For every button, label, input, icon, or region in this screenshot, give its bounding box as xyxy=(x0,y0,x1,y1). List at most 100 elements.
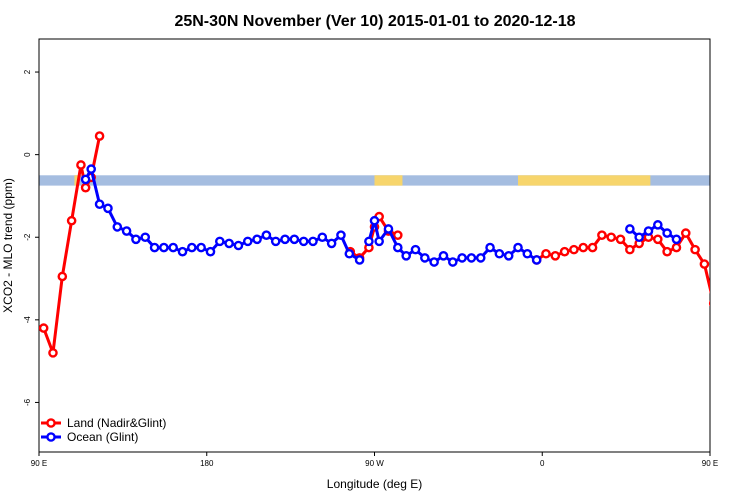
data-point xyxy=(270,236,281,247)
data-point xyxy=(738,273,745,280)
y-tick-label: 2 xyxy=(23,69,32,74)
data-point xyxy=(634,232,644,243)
data-point xyxy=(653,220,663,230)
data-point xyxy=(94,131,105,141)
data-point xyxy=(289,234,300,245)
data-point xyxy=(308,236,318,247)
data-point xyxy=(708,300,710,307)
data-point xyxy=(94,199,105,209)
data-point xyxy=(615,234,626,245)
data-point xyxy=(159,242,169,253)
data-point xyxy=(541,248,551,259)
data-point xyxy=(187,242,197,253)
data-point xyxy=(643,226,654,236)
data-point xyxy=(76,160,86,170)
data-point xyxy=(80,174,91,185)
x-tick-label: 0 xyxy=(540,459,545,468)
data-point xyxy=(410,244,421,255)
data-point xyxy=(392,242,403,253)
data-point xyxy=(103,203,113,214)
data-point xyxy=(196,242,206,253)
data-point xyxy=(261,230,272,240)
x-tick-label: 90 W xyxy=(365,459,384,468)
data-point xyxy=(466,253,477,263)
data-point xyxy=(719,325,726,332)
data-point xyxy=(168,242,178,253)
data-point xyxy=(662,246,672,257)
data-point xyxy=(149,242,160,253)
chart-title: 25N-30N November (Ver 10) 2015-01-01 to … xyxy=(174,13,575,30)
series-ocean xyxy=(80,164,682,267)
series-layer xyxy=(39,131,750,358)
y-tick-label: -6 xyxy=(23,398,32,406)
data-point xyxy=(383,224,394,234)
data-point xyxy=(680,228,691,238)
data-point xyxy=(242,236,253,247)
data-point xyxy=(671,242,682,253)
legend-label: Land (Nadir&Glint) xyxy=(67,416,166,430)
data-point xyxy=(364,236,374,247)
data-point xyxy=(57,271,68,282)
data-point xyxy=(336,230,346,240)
data-point xyxy=(39,323,49,333)
data-point xyxy=(494,248,505,259)
data-point xyxy=(559,246,570,257)
data-point xyxy=(578,242,589,253)
axes: 90 E 180 90 W 0 90 E -6 -4 -2 0 2 xyxy=(23,38,718,468)
y-tick-label: 0 xyxy=(23,152,32,157)
data-point xyxy=(671,234,682,245)
legend-marker xyxy=(46,418,56,428)
data-point xyxy=(420,253,430,263)
x-tick-label: 90 E xyxy=(702,459,718,468)
data-point xyxy=(447,257,458,267)
data-point xyxy=(369,215,380,226)
data-point xyxy=(438,251,449,261)
legend-label: Ocean (Glint) xyxy=(67,430,138,444)
data-point xyxy=(550,251,561,261)
data-point xyxy=(326,238,337,249)
land-strip-segment xyxy=(518,175,651,186)
y-tick-label: -4 xyxy=(23,316,32,324)
data-point xyxy=(354,255,365,265)
data-point xyxy=(86,164,96,174)
data-point xyxy=(522,248,533,259)
land-strip-segment xyxy=(74,175,79,186)
data-point xyxy=(690,244,700,255)
data-point xyxy=(298,236,309,247)
data-point xyxy=(80,182,91,193)
data-point xyxy=(513,242,523,253)
y-axis-label: XCO2 - MLO trend (ppm) xyxy=(1,178,15,313)
series-line xyxy=(535,231,710,295)
data-point xyxy=(699,259,710,269)
data-point xyxy=(531,255,542,265)
y-tick-label: -2 xyxy=(23,233,32,241)
data-point xyxy=(177,246,188,257)
data-point xyxy=(205,246,216,257)
data-point xyxy=(252,234,262,245)
data-point xyxy=(597,230,607,240)
x-tick-label: 180 xyxy=(200,459,214,468)
data-point xyxy=(587,242,598,253)
data-point xyxy=(140,232,151,243)
data-point xyxy=(606,232,617,243)
data-point xyxy=(625,244,635,255)
data-point xyxy=(744,217,750,224)
data-point xyxy=(214,236,225,247)
data-point xyxy=(131,234,141,245)
data-point xyxy=(457,253,467,263)
data-point xyxy=(653,234,663,245)
x-axis-label: Longitude (deg E) xyxy=(327,477,422,491)
legend: Land (Nadir&Glint)Ocean (Glint) xyxy=(41,416,166,444)
data-point xyxy=(374,236,384,247)
data-point xyxy=(48,348,58,358)
land-strip-segment xyxy=(374,175,403,186)
x-tick-label: 90 E xyxy=(31,459,47,468)
data-point xyxy=(569,244,579,255)
data-point xyxy=(317,232,328,243)
data-point xyxy=(112,222,123,232)
data-point xyxy=(729,349,736,356)
data-point xyxy=(429,257,439,267)
data-point xyxy=(233,240,244,251)
data-point xyxy=(475,253,486,263)
data-point xyxy=(392,230,403,240)
